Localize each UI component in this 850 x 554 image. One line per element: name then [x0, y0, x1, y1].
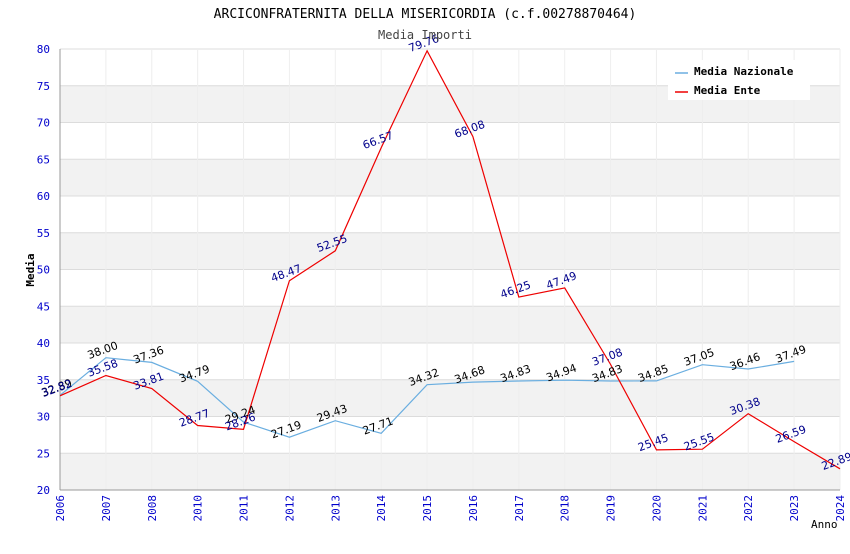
x-tick-label: 2022	[742, 495, 755, 522]
y-tick-label: 25	[37, 447, 50, 460]
y-tick-label: 50	[37, 264, 50, 277]
x-axis-label: Anno	[811, 518, 838, 531]
x-tick-label: 2024	[834, 495, 847, 522]
grid-band	[60, 232, 840, 270]
x-tick-label: 2016	[467, 495, 480, 522]
y-tick-label: 60	[37, 190, 50, 203]
series-lines	[59, 49, 841, 470]
chart-title: ARCICONFRATERNITA DELLA MISERICORDIA (c.…	[214, 7, 637, 22]
grid-band	[60, 159, 840, 196]
grid-band	[60, 379, 840, 417]
y-tick-label: 65	[37, 153, 50, 166]
y-axis-label: Media	[24, 253, 37, 286]
chart-subtitle: Media Importi	[378, 28, 472, 42]
x-tick-label: 2008	[146, 495, 159, 522]
x-tick-label: 2020	[650, 495, 663, 522]
grid-band	[60, 306, 840, 343]
y-tick-label: 75	[37, 80, 50, 93]
grid-bands	[59, 48, 841, 491]
y-tick-label: 40	[37, 337, 50, 350]
grid-band	[60, 453, 840, 490]
x-tick-label: 2010	[192, 495, 205, 522]
x-tick-label: 2018	[559, 495, 572, 522]
legend-label-ente: Media Ente	[694, 84, 761, 97]
x-tick-label: 2021	[696, 495, 709, 522]
legend-label-nazionale: Media Nazionale	[694, 65, 794, 78]
legend: Media Nazionale Media Ente	[668, 60, 810, 100]
x-tick-label: 2006	[54, 495, 67, 522]
y-tick-label: 55	[37, 227, 50, 240]
series-line-0	[59, 357, 795, 438]
legend-box	[668, 60, 810, 100]
x-tick-label: 2019	[605, 495, 618, 522]
y-tick-label: 35	[37, 374, 50, 387]
y-tick-label: 80	[37, 43, 50, 56]
series-line-1	[59, 49, 841, 470]
x-tick-label: 2023	[788, 495, 801, 522]
axes: 20 25 30 35 40 45 50 55 60 65 70 75 80 2006 2007 2008 20…	[37, 43, 847, 522]
y-tick-label: 30	[37, 411, 50, 424]
x-tick-label: 2012	[283, 495, 296, 522]
x-tick-label: 2014	[375, 495, 388, 522]
y-tick-label: 20	[37, 484, 50, 497]
y-tick-label: 70	[37, 117, 50, 130]
y-tick-label: 45	[37, 300, 50, 313]
x-tick-label: 2013	[329, 495, 342, 522]
x-tick-label: 2007	[100, 495, 113, 522]
x-tick-label: 2015	[421, 495, 434, 522]
x-tick-label: 2011	[238, 495, 251, 522]
x-tick-label: 2017	[513, 495, 526, 522]
